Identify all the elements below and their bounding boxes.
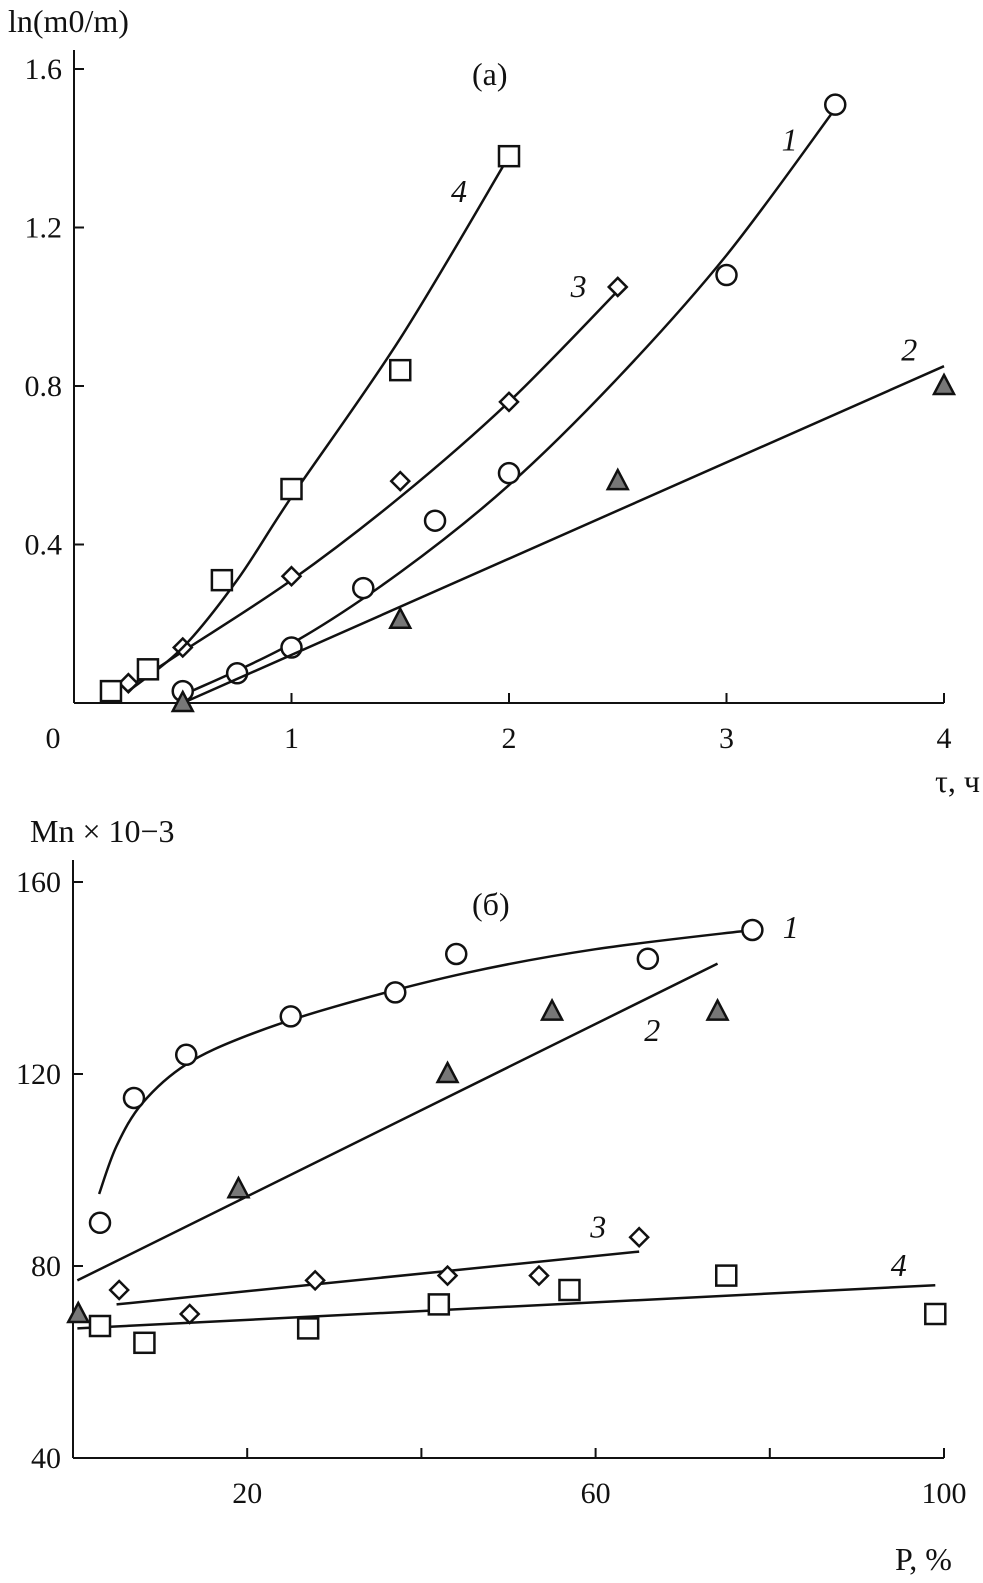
panel-b-point-series-3: [108, 1279, 130, 1301]
panel-a-y-tick-label: 0.4: [25, 529, 63, 562]
panel-b-point-series-4: [715, 1264, 738, 1287]
panel-a-fit-line-4: [127, 155, 511, 693]
panel-a-point-series-4: [497, 144, 521, 168]
panel-b-series-label-1: 1: [783, 909, 799, 945]
panel-a-point-series-1: [423, 509, 447, 532]
panel-b-x-tick-label: 60: [581, 1477, 611, 1510]
panel-b-point-series-4: [924, 1302, 947, 1326]
panel-a-x-tick-label: 4: [937, 722, 952, 755]
panel-a-x-tick-label: 1: [284, 722, 299, 755]
panel-a-point-series-4: [280, 477, 303, 501]
panel-b-point-series-2: [435, 1060, 460, 1084]
panel-a-series-label-2: 2: [901, 331, 917, 367]
panel-a-xlabel: τ, ч: [935, 763, 980, 799]
panel-b-point-series-3: [528, 1264, 550, 1287]
panel-a-point-series-4: [210, 568, 234, 592]
panel-a-series-label-4: 4: [451, 173, 467, 209]
panel-b-y-tick-label: 80: [31, 1250, 61, 1283]
panel-a-y-tick-label: 1.2: [25, 212, 63, 245]
panel-a-point-series-3: [498, 391, 520, 413]
panel-b-point-series-1: [384, 981, 407, 1004]
panel-b-series-label-4: 4: [891, 1247, 907, 1283]
panel-b-x-tick-label: 20: [232, 1477, 262, 1510]
panel-b-fit-line-4: [77, 1283, 936, 1330]
panel-a-series-label-1: 1: [782, 121, 798, 157]
panel-b-point-series-3: [178, 1303, 201, 1325]
panel-b-point-series-4: [296, 1317, 320, 1340]
panel-a-fit-line-2: [182, 365, 945, 705]
panel-b-fit-line-2: [76, 962, 719, 1282]
panel-b-point-series-1: [279, 1005, 302, 1028]
panel-b-point-series-3: [304, 1269, 326, 1292]
panel-b-point-series-2: [705, 997, 730, 1021]
panel-b-point-series-2: [226, 1175, 251, 1199]
panel-b-point-series-3: [628, 1226, 650, 1248]
panel-a-label: (a): [472, 56, 508, 92]
panel-b-series-label-2: 2: [644, 1012, 660, 1048]
panel-b-point-series-4: [427, 1293, 451, 1316]
panel-b-point-series-2: [66, 1300, 91, 1324]
panel-b-label: (б): [472, 886, 510, 922]
panel-a-point-series-3: [389, 470, 412, 492]
panel-b-point-series-4: [88, 1314, 112, 1338]
panel-b-xlabel: P, %: [895, 1541, 952, 1577]
panel-b-series-label-3: 3: [589, 1209, 606, 1245]
panel-b-point-series-1: [122, 1086, 146, 1110]
panel-b-point-series-2: [539, 997, 565, 1021]
panel-b-ylabel: Mn × 10−3: [30, 813, 175, 849]
panel-a-point-series-2: [605, 467, 630, 491]
panel-a-y-tick-label: 1.6: [25, 53, 63, 86]
panel-a-point-series-1: [715, 263, 738, 287]
panel-b-point-series-4: [133, 1331, 156, 1355]
panel-b-y-tick-label: 160: [16, 866, 61, 899]
panel-b-y-tick-label: 120: [16, 1058, 61, 1091]
panel-b-point-series-3: [436, 1264, 459, 1287]
panel-b-point-series-1: [174, 1043, 198, 1067]
panel-a-point-series-4: [99, 679, 123, 703]
panel-b-point-series-1: [636, 947, 660, 971]
panel-a-series-label-3: 3: [570, 268, 587, 304]
panel-a-point-series-4: [389, 358, 412, 382]
panel-b-y-tick-label: 40: [31, 1442, 61, 1475]
panel-a-x-tick-label: 2: [502, 722, 517, 755]
panel-b-fit-line-3: [116, 1250, 640, 1306]
panel-b-fit-line-1: [97, 928, 753, 1195]
panel-b-point-series-4: [558, 1278, 581, 1302]
panel-a-x-tick-label: 0: [46, 722, 61, 755]
panel-b-point-series-1: [88, 1211, 112, 1235]
panel-a-point-series-2: [931, 372, 957, 396]
panel-b-x-tick-label: 100: [922, 1477, 967, 1510]
panel-a-point-series-2: [388, 606, 413, 630]
panel-a-point-series-1: [352, 576, 375, 600]
panel-b-point-series-1: [444, 942, 468, 966]
panel-a-point-series-1: [497, 461, 521, 485]
panel-b-point-series-1: [741, 918, 764, 942]
panel-a-point-series-3: [606, 276, 629, 298]
panel-a-point-series-1: [824, 93, 847, 116]
panel-a-point-series-2: [170, 689, 195, 713]
panel-a-y-tick-label: 0.8: [25, 370, 63, 403]
panel-a-point-series-4: [136, 658, 160, 681]
panel-a-ylabel: ln(m0/m): [8, 3, 129, 39]
panel-a-point-series-3: [280, 565, 303, 587]
panel-a-x-tick-label: 3: [719, 722, 734, 755]
